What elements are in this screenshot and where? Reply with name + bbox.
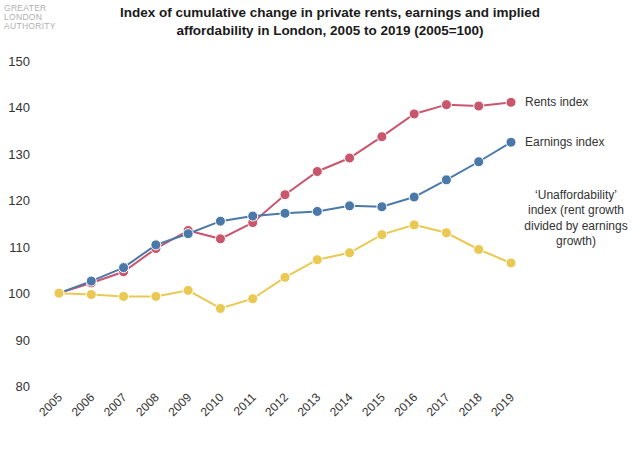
series-marker bbox=[441, 228, 451, 238]
series-marker bbox=[312, 167, 322, 177]
series-marker bbox=[54, 288, 64, 298]
series-marker bbox=[441, 175, 451, 185]
series-marker bbox=[86, 276, 96, 286]
series-line bbox=[59, 225, 511, 309]
series-marker bbox=[280, 190, 290, 200]
x-tick-label: 2014 bbox=[327, 390, 356, 419]
x-tick-label: 2011 bbox=[231, 390, 259, 418]
series-marker bbox=[377, 230, 387, 240]
series-marker bbox=[506, 97, 516, 107]
series-marker bbox=[248, 294, 258, 304]
y-tick-label: 90 bbox=[16, 333, 30, 348]
series-marker bbox=[441, 100, 451, 110]
series-marker bbox=[377, 202, 387, 212]
series-marker bbox=[506, 258, 516, 268]
x-tick-label: 2005 bbox=[36, 390, 65, 419]
plot-area bbox=[54, 97, 516, 313]
series-marker bbox=[54, 288, 64, 298]
x-tick-label: 2016 bbox=[391, 390, 420, 419]
series-marker bbox=[409, 220, 419, 230]
series-marker bbox=[151, 240, 161, 250]
logo: GREATERLONDONAUTHORITY bbox=[4, 3, 56, 31]
series-marker bbox=[280, 272, 290, 282]
x-tick-label: 2007 bbox=[101, 390, 130, 419]
series-label: Earnings index bbox=[525, 135, 604, 149]
x-tick-label: 2019 bbox=[488, 390, 517, 419]
x-tick-label: 2013 bbox=[295, 390, 324, 419]
series-marker bbox=[312, 206, 322, 216]
series-marker bbox=[474, 245, 484, 255]
series-marker bbox=[215, 216, 225, 226]
series-marker bbox=[215, 303, 225, 313]
series-marker bbox=[345, 248, 355, 258]
series-marker bbox=[474, 157, 484, 167]
x-tick-label: 2012 bbox=[262, 390, 291, 419]
series-marker bbox=[506, 137, 516, 147]
chart: GREATERLONDONAUTHORITY Index of cumulativ… bbox=[0, 0, 640, 454]
series-marker bbox=[86, 290, 96, 300]
series-marker bbox=[312, 255, 322, 265]
series-line bbox=[59, 142, 511, 293]
series-marker bbox=[119, 263, 129, 273]
series-marker bbox=[409, 109, 419, 119]
series-marker bbox=[54, 288, 64, 298]
series-line bbox=[59, 102, 511, 293]
series-marker bbox=[474, 101, 484, 111]
series-marker bbox=[377, 132, 387, 142]
series-marker bbox=[183, 229, 193, 239]
y-tick-label: 130 bbox=[8, 147, 30, 162]
series-label: ‘Unaffordability’index (rent growthdivid… bbox=[524, 188, 627, 249]
series-marker bbox=[345, 153, 355, 163]
series-marker bbox=[183, 285, 193, 295]
x-tick-label: 2010 bbox=[198, 390, 227, 419]
y-tick-label: 100 bbox=[8, 286, 30, 301]
y-tick-label: 120 bbox=[8, 193, 30, 208]
series-label: Rents index bbox=[525, 95, 588, 109]
y-tick-label: 110 bbox=[9, 240, 30, 255]
series-marker bbox=[119, 291, 129, 301]
series-marker bbox=[248, 211, 258, 221]
title: Index of cumulative change in private re… bbox=[120, 5, 540, 38]
series-marker bbox=[215, 234, 225, 244]
x-tick-label: 2017 bbox=[424, 390, 453, 419]
x-tick-label: 2008 bbox=[133, 390, 162, 419]
series-marker bbox=[409, 192, 419, 202]
y-tick-label: 140 bbox=[8, 100, 30, 115]
series-marker bbox=[345, 201, 355, 211]
x-tick-label: 2006 bbox=[69, 390, 98, 419]
series-marker bbox=[151, 291, 161, 301]
y-tick-label: 80 bbox=[16, 379, 30, 394]
x-tick-label: 2015 bbox=[359, 390, 388, 419]
series-marker bbox=[280, 208, 290, 218]
x-tick-label: 2018 bbox=[456, 390, 485, 419]
y-tick-label: 150 bbox=[8, 54, 30, 69]
x-tick-label: 2009 bbox=[165, 390, 194, 419]
